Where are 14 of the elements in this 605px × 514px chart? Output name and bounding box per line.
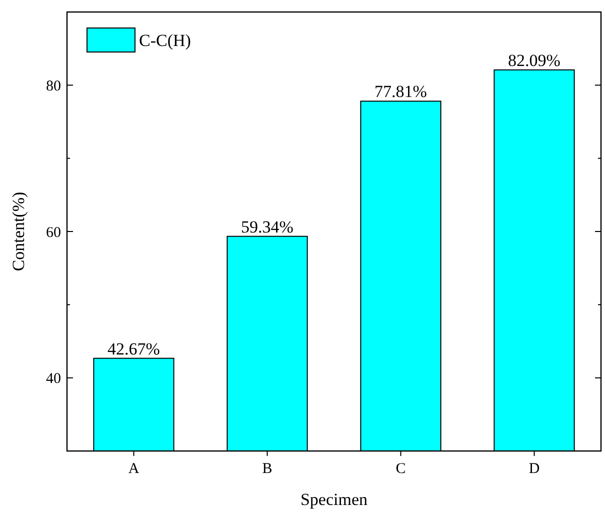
x-tick-label: C (396, 461, 406, 477)
x-tick-label: B (262, 461, 272, 477)
x-axis-title: Specimen (300, 490, 368, 509)
y-tick-label: 60 (46, 224, 61, 241)
y-tick-label: 40 (46, 371, 61, 388)
text: 42.67% (108, 339, 160, 358)
x-tick-label: A (128, 461, 140, 477)
text: 82.09% (508, 50, 560, 70)
text: 59.34% (241, 217, 294, 236)
legend-label: C-C(H) (139, 30, 191, 50)
x-tick-label: D (528, 461, 540, 477)
y-tick-label: 80 (46, 78, 61, 94)
y-axis-title: Content(%) (9, 192, 28, 272)
text: 77.81% (374, 82, 427, 102)
